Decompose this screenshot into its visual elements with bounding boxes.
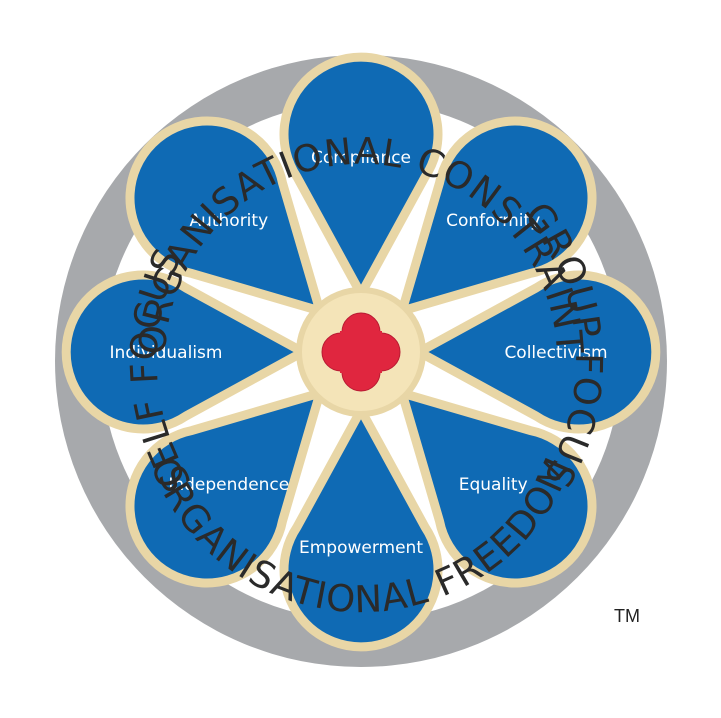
petal-label-authority: Authority xyxy=(189,211,268,231)
petal-shape xyxy=(414,270,661,434)
petal-label-conformity: Conformity xyxy=(446,211,540,231)
petal-label-equality: Equality xyxy=(459,475,528,495)
petal-label-empowerment: Empowerment xyxy=(299,538,423,558)
petal-authority xyxy=(125,116,325,316)
trademark-mark: TM xyxy=(614,606,640,626)
petal-individualism xyxy=(61,270,308,434)
petal-shape xyxy=(61,270,308,434)
petal-empowerment xyxy=(279,405,443,652)
petal-label-independence: Independence xyxy=(168,475,289,495)
petal-shape xyxy=(125,388,325,588)
petal-label-collectivism: Collectivism xyxy=(504,343,607,363)
petal-independence xyxy=(125,388,325,588)
center-quatrefoil xyxy=(321,312,401,392)
petal-shape xyxy=(397,116,597,316)
petal-shape xyxy=(125,116,325,316)
petal-equality xyxy=(397,388,597,588)
quatrefoil-core xyxy=(340,331,382,373)
petal-compliance xyxy=(279,52,443,299)
petal-shape xyxy=(397,388,597,588)
petal-label-individualism: Individualism xyxy=(110,343,223,363)
petal-collectivism xyxy=(414,270,661,434)
petal-shape xyxy=(279,52,443,299)
petal-conformity xyxy=(397,116,597,316)
petal-label-compliance: Compliance xyxy=(311,148,411,168)
petal-shape xyxy=(279,405,443,652)
